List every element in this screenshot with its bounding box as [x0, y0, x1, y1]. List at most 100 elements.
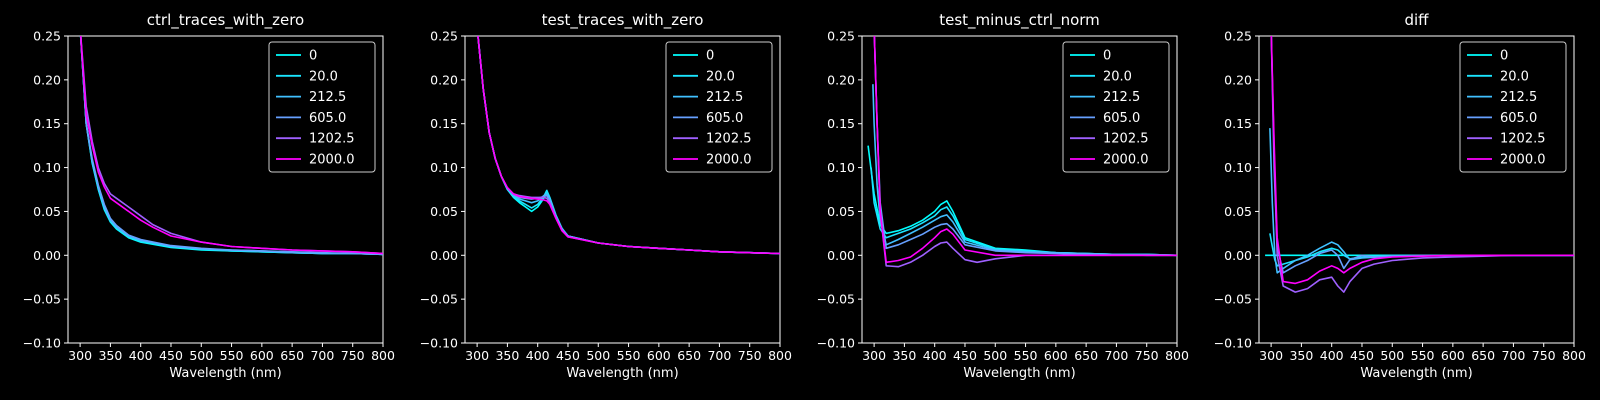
legend-label: 212.5 — [706, 90, 743, 105]
x-tick-label: 450 — [159, 348, 183, 363]
x-tick-label: 400 — [923, 348, 947, 363]
series-group — [79, 36, 383, 256]
y-tick-label: 0.25 — [430, 29, 458, 44]
legend: 0 20.0 212.5 605.0 1202.5 2000.0 — [268, 41, 376, 173]
legend-box — [1459, 41, 1567, 173]
chart-panel: 300 350 400 450 500 550 600 650 700 750 800 −0.10 −0… — [1214, 11, 1586, 381]
chart-title: test_minus_ctrl_norm — [939, 11, 1100, 30]
chart-title: ctrl_traces_with_zero — [147, 11, 304, 30]
legend-label: 212.5 — [1103, 90, 1140, 105]
series-line-2000.0 — [873, 36, 1177, 264]
x-axis-label: Wavelength (nm) — [963, 366, 1075, 381]
x-tick-label: 550 — [1411, 348, 1435, 363]
series-line-605.0 — [873, 36, 1177, 257]
y-tick-label: 0.00 — [827, 248, 855, 263]
x-tick-label: 650 — [1471, 348, 1495, 363]
x-tick-label: 750 — [1532, 348, 1556, 363]
y-tick-label: 0.05 — [430, 204, 458, 219]
x-tick-label: 650 — [1074, 348, 1098, 363]
series-group — [1265, 36, 1574, 293]
x-tick-label: 500 — [189, 348, 213, 363]
x-tick-label: 700 — [1501, 348, 1525, 363]
legend-label: 20.0 — [309, 69, 338, 84]
y-tick-label: −0.10 — [23, 336, 61, 351]
legend-label: 20.0 — [1500, 69, 1529, 84]
series-line-1202.5 — [1270, 36, 1574, 293]
y-tick-label: 0.15 — [827, 116, 855, 131]
y-tick-label: 0.20 — [430, 72, 458, 87]
y-tick-label: 0.10 — [430, 160, 458, 175]
x-tick-label: 650 — [280, 348, 304, 363]
legend-label: 2000.0 — [309, 153, 355, 168]
x-tick-label: 650 — [677, 348, 701, 363]
x-tick-label: 300 — [862, 348, 886, 363]
legend-label: 1202.5 — [1500, 132, 1546, 147]
legend-label: 212.5 — [1500, 90, 1537, 105]
y-tick-label: −0.05 — [1214, 292, 1252, 307]
x-tick-label: 800 — [1165, 348, 1189, 363]
x-tick-label: 300 — [465, 348, 489, 363]
x-tick-label: 600 — [250, 348, 274, 363]
legend-label: 605.0 — [1103, 111, 1140, 126]
y-tick-label: 0.10 — [33, 160, 61, 175]
series-line-605.0 — [79, 36, 383, 256]
y-tick-label: 0.05 — [1224, 204, 1252, 219]
chart-title: diff — [1404, 11, 1429, 29]
x-tick-label: 700 — [707, 348, 731, 363]
y-tick-label: 0.25 — [33, 29, 61, 44]
x-tick-label: 750 — [341, 348, 365, 363]
legend-box — [268, 41, 376, 173]
legend-label: 605.0 — [706, 111, 743, 126]
x-tick-label: 700 — [310, 348, 334, 363]
legend-label: 20.0 — [706, 69, 735, 84]
legend-label: 2000.0 — [1103, 153, 1149, 168]
x-tick-label: 400 — [1320, 348, 1344, 363]
x-tick-label: 350 — [98, 348, 122, 363]
x-tick-label: 500 — [586, 348, 610, 363]
legend-label: 0 — [1500, 49, 1508, 64]
y-tick-label: 0.00 — [1224, 248, 1252, 263]
legend-box — [665, 41, 773, 173]
x-tick-label: 600 — [1044, 348, 1068, 363]
legend: 0 20.0 212.5 605.0 1202.5 2000.0 — [1459, 41, 1567, 173]
legend-label: 1202.5 — [309, 132, 355, 147]
y-tick-label: −0.10 — [420, 336, 458, 351]
x-tick-label: 600 — [647, 348, 671, 363]
x-axis-label: Wavelength (nm) — [566, 366, 678, 381]
series-line-2000.0 — [79, 36, 383, 255]
legend: 0 20.0 212.5 605.0 1202.5 2000.0 — [1062, 41, 1170, 173]
legend-label: 1202.5 — [1103, 132, 1149, 147]
x-tick-label: 400 — [129, 348, 153, 363]
y-tick-label: 0.05 — [827, 204, 855, 219]
legend-label: 2000.0 — [706, 153, 752, 168]
x-tick-label: 300 — [1259, 348, 1283, 363]
legend: 0 20.0 212.5 605.0 1202.5 2000.0 — [665, 41, 773, 173]
y-tick-label: 0.20 — [33, 72, 61, 87]
x-tick-label: 800 — [768, 348, 792, 363]
legend-label: 0 — [1103, 49, 1111, 64]
x-tick-label: 700 — [1104, 348, 1128, 363]
legend-label: 1202.5 — [706, 132, 752, 147]
legend-label: 2000.0 — [1500, 153, 1546, 168]
y-tick-label: 0.10 — [1224, 160, 1252, 175]
x-tick-label: 350 — [892, 348, 916, 363]
y-tick-label: 0.20 — [827, 72, 855, 87]
y-tick-label: −0.05 — [420, 292, 458, 307]
series-group — [867, 36, 1177, 268]
y-tick-label: 0.05 — [33, 204, 61, 219]
y-tick-label: 0.25 — [1224, 29, 1252, 44]
y-tick-label: 0.00 — [430, 248, 458, 263]
legend-label: 0 — [706, 49, 714, 64]
chart-panel: 300 350 400 450 500 550 600 650 700 750 800 −0.10 −0… — [817, 11, 1189, 381]
x-tick-label: 500 — [1380, 348, 1404, 363]
chart-panel: 300 350 400 450 500 550 600 650 700 750 800 −0.10 −0… — [23, 11, 395, 381]
y-tick-label: −0.10 — [817, 336, 855, 351]
x-tick-label: 800 — [1562, 348, 1586, 363]
chart-title: test_traces_with_zero — [542, 11, 704, 30]
y-tick-label: 0.00 — [33, 248, 61, 263]
legend-box — [1062, 41, 1170, 173]
x-tick-label: 400 — [526, 348, 550, 363]
series-line-2000.0 — [1270, 36, 1574, 285]
x-tick-label: 550 — [220, 348, 244, 363]
